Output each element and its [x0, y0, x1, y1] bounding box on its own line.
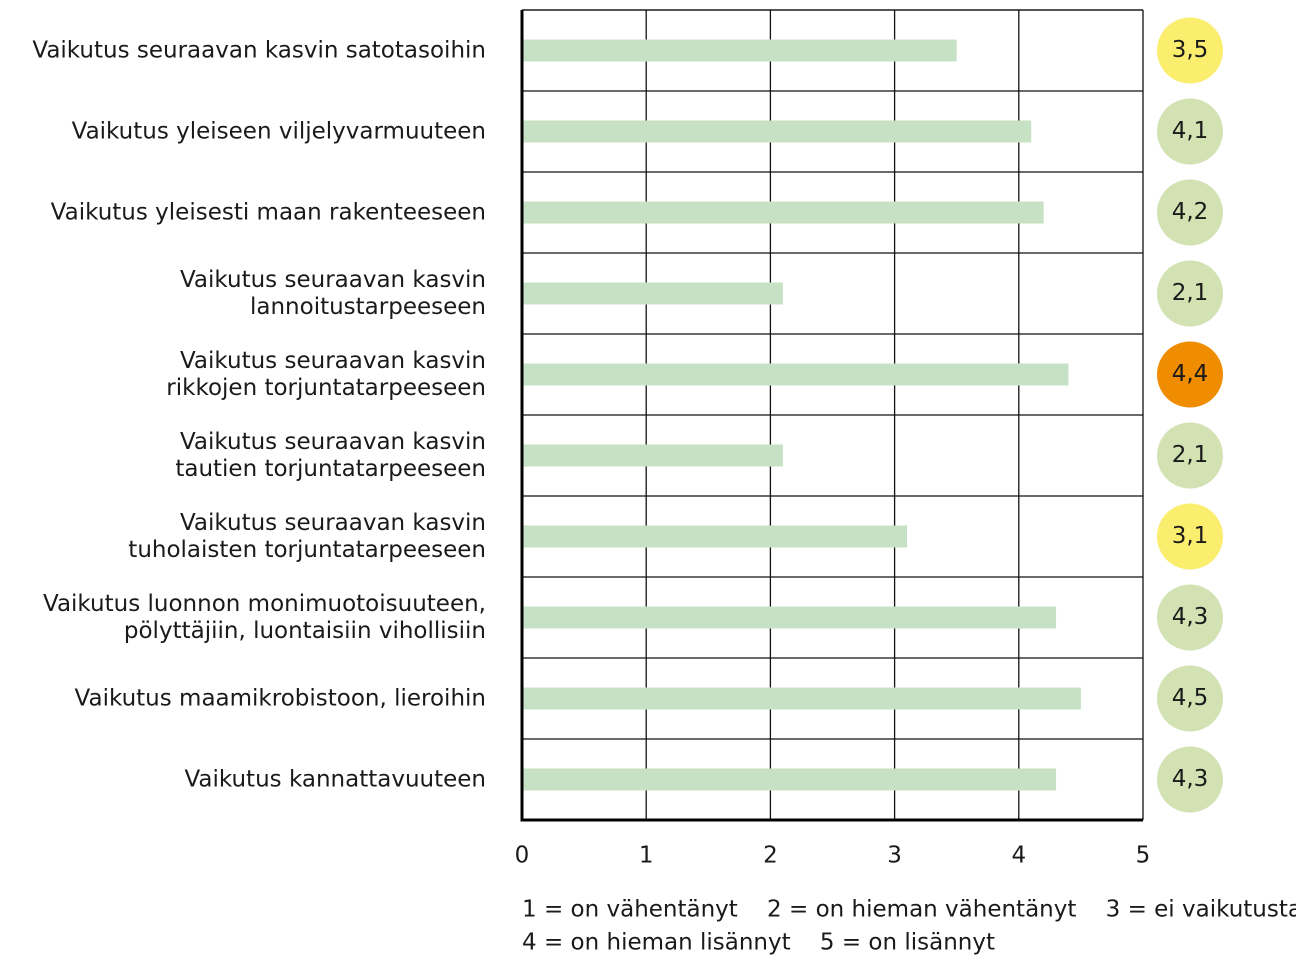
category-label: Vaikutus luonnon monimuotoisuuteen, pölyt…	[43, 591, 486, 644]
value-label: 3,1	[1172, 523, 1209, 549]
value-label: 2,1	[1172, 280, 1209, 306]
x-tick-label: 1	[639, 843, 654, 869]
legend-note: 4 = on hieman lisännyt 5 = on lisännyt	[522, 930, 995, 956]
category-label: Vaikutus seuraavan kasvin satotasoihin	[32, 37, 486, 63]
value-badge	[1157, 584, 1223, 651]
value-label: 3,5	[1172, 37, 1209, 63]
category-label: Vaikutus yleiseen viljelyvarmuuteen	[72, 118, 486, 144]
value-label: 4,1	[1172, 118, 1209, 144]
category-label: Vaikutus seuraavan kasvin rikkojen torjun…	[166, 348, 486, 401]
x-tick-label: 5	[1136, 843, 1151, 869]
bar	[522, 606, 1057, 629]
bar	[522, 687, 1081, 710]
value-badge	[1157, 341, 1223, 408]
category-label: Vaikutus seuraavan kasvin tautien torjunt…	[175, 429, 486, 482]
value-label: 4,3	[1172, 766, 1209, 792]
x-tick-label: 3	[887, 843, 902, 869]
category-label: Vaikutus kannattavuuteen	[184, 766, 486, 792]
x-tick-label: 4	[1011, 843, 1026, 869]
category-label: Vaikutus seuraavan kasvin tuholaisten tor…	[128, 510, 486, 563]
value-label: 4,4	[1172, 361, 1209, 387]
bar	[522, 768, 1057, 791]
bar	[522, 363, 1069, 386]
bar	[522, 39, 957, 62]
value-badge	[1157, 665, 1223, 732]
value-badge	[1157, 746, 1223, 813]
bar	[522, 120, 1032, 143]
value-badge	[1157, 17, 1223, 84]
bar	[522, 201, 1044, 224]
category-label: Vaikutus seuraavan kasvin lannoitustarpee…	[180, 267, 486, 320]
bar	[522, 525, 908, 548]
bar	[522, 282, 783, 305]
value-badge	[1157, 98, 1223, 165]
value-label: 4,3	[1172, 604, 1209, 630]
value-label: 4,5	[1172, 685, 1209, 711]
value-badge	[1157, 422, 1223, 489]
legend-note: 1 = on vähentänyt 2 = on hieman vähentän…	[522, 897, 1296, 923]
category-label: Vaikutus maamikrobistoon, lieroihin	[75, 685, 486, 711]
value-badge	[1157, 260, 1223, 327]
value-badge	[1157, 179, 1223, 246]
x-tick-label: 2	[763, 843, 778, 869]
bar	[522, 444, 783, 467]
value-badge	[1157, 503, 1223, 570]
value-label: 4,2	[1172, 199, 1209, 225]
category-label: Vaikutus yleisesti maan rakenteeseen	[51, 199, 486, 225]
value-label: 2,1	[1172, 442, 1209, 468]
x-tick-label: 0	[515, 843, 530, 869]
